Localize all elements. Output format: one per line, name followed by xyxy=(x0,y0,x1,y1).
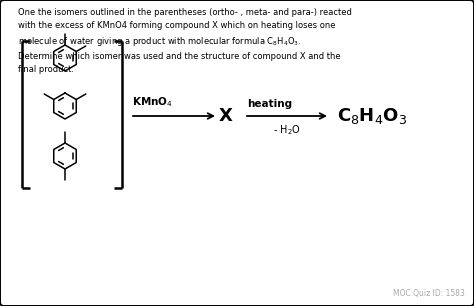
Text: One the isomers outlined in the parentheses (ortho- , meta- and para-) reacted
w: One the isomers outlined in the parenthe… xyxy=(18,8,352,73)
Text: X: X xyxy=(219,107,233,125)
Text: C$_8$H$_4$O$_3$: C$_8$H$_4$O$_3$ xyxy=(337,106,407,126)
Text: heating: heating xyxy=(247,99,292,109)
Text: KMnO$_4$: KMnO$_4$ xyxy=(132,95,173,109)
Text: - H$_2$O: - H$_2$O xyxy=(273,123,301,137)
Text: MOC Quiz ID: 1583: MOC Quiz ID: 1583 xyxy=(393,289,465,298)
